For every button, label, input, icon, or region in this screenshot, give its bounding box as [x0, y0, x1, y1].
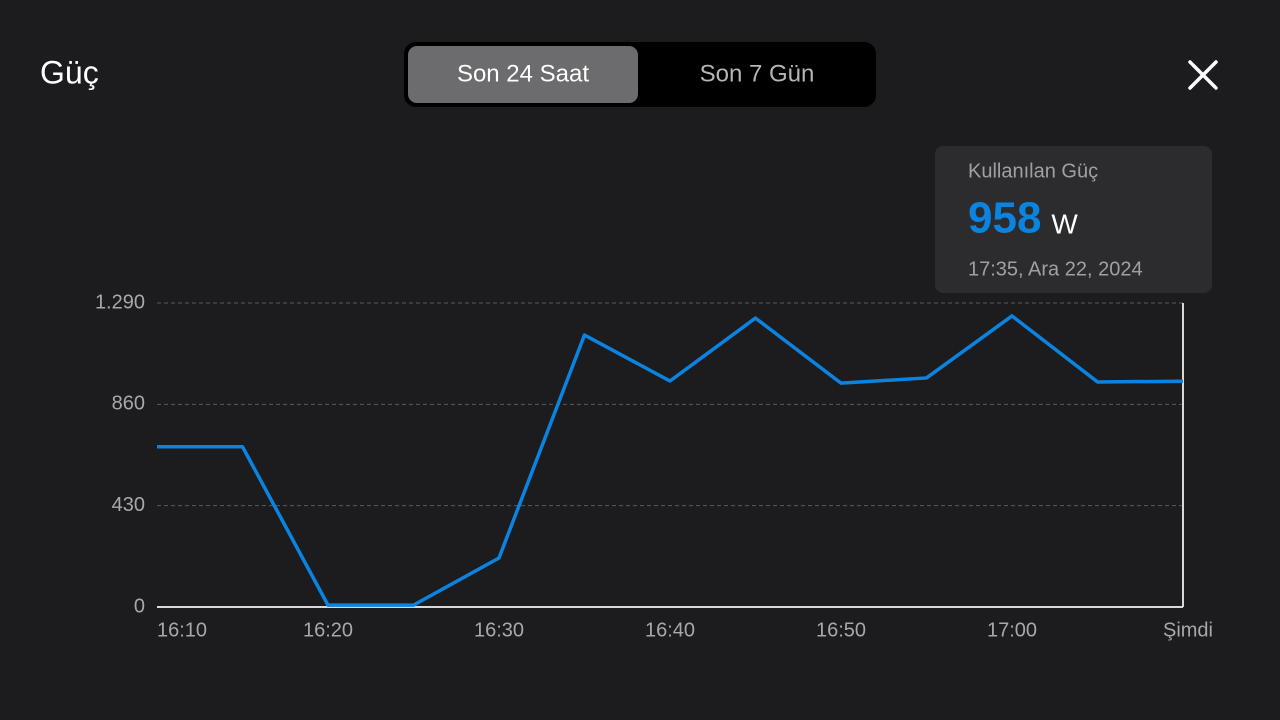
tooltip-time: 17:35, Ara 22, 2024 [968, 258, 1143, 280]
tooltip [935, 146, 1212, 293]
tab[interactable]: Son 24 Saat [457, 60, 589, 87]
x-tick-label: 17:00 [987, 619, 1037, 641]
x-tick-label: 16:50 [816, 619, 866, 641]
x-tick-label: 16:20 [303, 619, 353, 641]
tab[interactable]: Son 7 Gün [700, 60, 815, 87]
y-tick-label: 860 [112, 393, 145, 415]
selected-segment[interactable] [408, 46, 638, 103]
close-button[interactable] [1188, 60, 1218, 90]
tooltip-unit: W [1051, 208, 1078, 239]
tooltip-value: 958 [968, 194, 1041, 243]
x-tick-label: 16:40 [645, 619, 695, 641]
x-tick-label: 16:10 [157, 619, 207, 641]
close-icon [1188, 60, 1218, 90]
x-tick-label: Şimdi [1163, 619, 1213, 641]
title: Güç [40, 54, 99, 90]
y-tick-label: 1.290 [95, 291, 145, 313]
x-tick-label: 16:30 [474, 619, 524, 641]
data-line [157, 314, 1184, 607]
tooltip-label: Kullanılan Güç [968, 160, 1098, 182]
y-tick-label: 0 [134, 595, 145, 617]
y-tick-label: 430 [112, 494, 145, 516]
